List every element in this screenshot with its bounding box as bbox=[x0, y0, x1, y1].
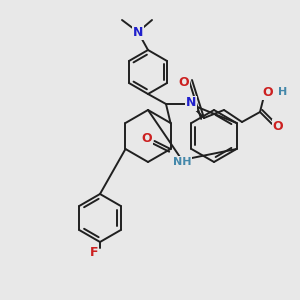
Text: N: N bbox=[186, 97, 196, 110]
Text: O: O bbox=[263, 85, 273, 98]
Text: O: O bbox=[141, 131, 152, 145]
Text: H: H bbox=[278, 87, 287, 97]
Text: O: O bbox=[273, 119, 283, 133]
Text: NH: NH bbox=[173, 157, 191, 167]
Text: N: N bbox=[133, 26, 143, 38]
Text: O: O bbox=[179, 76, 189, 88]
Text: F: F bbox=[90, 247, 98, 260]
